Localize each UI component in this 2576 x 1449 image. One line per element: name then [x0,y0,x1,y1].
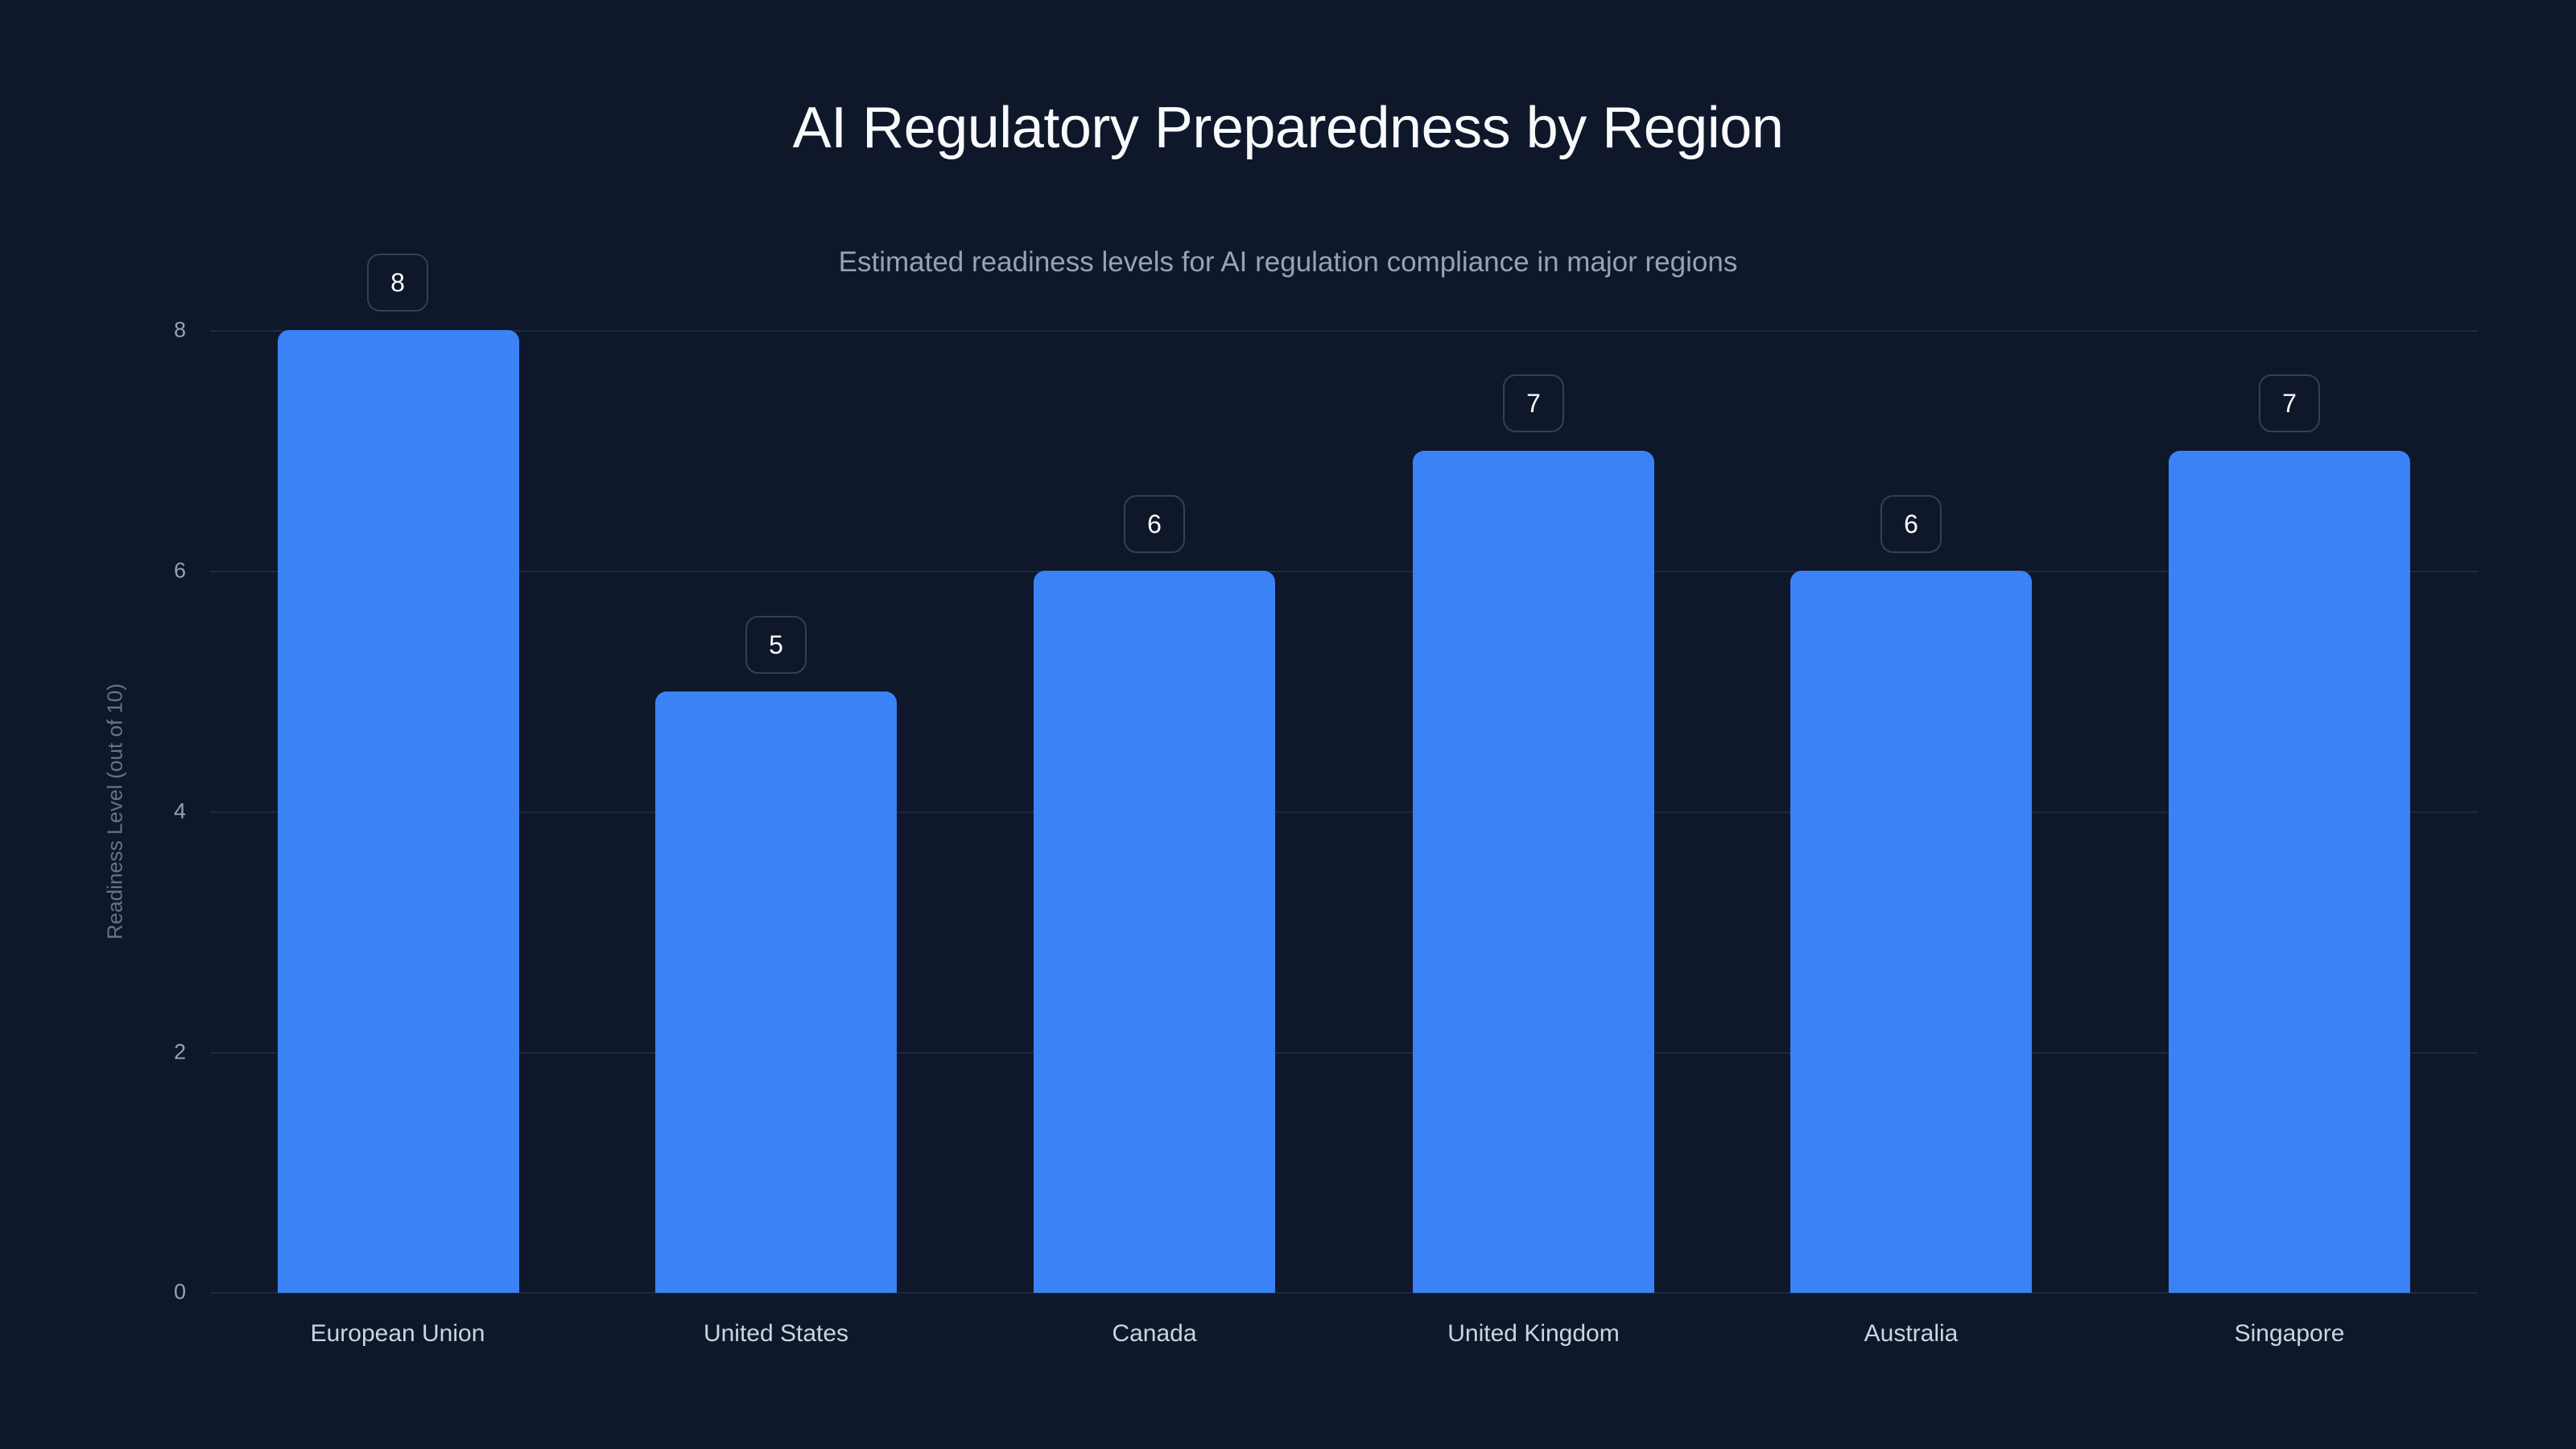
gridline-8 [210,330,2478,332]
gridline-0 [210,1292,2478,1294]
bar-united-kingdom [1413,451,1654,1293]
bar-canada [1034,571,1275,1293]
bar-australia [1790,571,2032,1293]
chart-title: AI Regulatory Preparedness by Region [792,96,1784,160]
gridline-2 [210,1052,2478,1054]
bar-united-states [655,691,897,1293]
chart-subtitle: Estimated readiness levels for AI regula… [838,246,1738,278]
y-axis-title: Readiness Level (out of 10) [102,683,127,939]
bar-singapore [2169,451,2410,1293]
value-label-canada: 6 [1124,495,1185,553]
plot-area: 8 6 4 2 0 [174,318,2478,1304]
value-label-united-kingdom: 7 [1503,374,1564,432]
y-tick-4: 4 [173,799,186,824]
x-label-united-states: United States [703,1320,849,1347]
x-label-singapore: Singapore [2234,1320,2345,1347]
gridline-4 [210,811,2478,813]
x-label-united-kingdom: United Kingdom [1447,1320,1620,1347]
value-label-european-union: 8 [367,254,428,312]
value-label-united-states: 5 [745,616,807,674]
bar-european-union [278,330,519,1293]
x-label-australia: Australia [1864,1320,1959,1347]
x-label-canada: Canada [1112,1320,1197,1347]
value-label-singapore: 7 [2259,374,2320,432]
y-tick-6: 6 [173,558,186,583]
value-label-australia: 6 [1880,495,1942,553]
x-label-european-union: European Union [310,1320,485,1347]
y-tick-8: 8 [173,317,186,342]
gridline-6 [210,571,2478,572]
y-tick-2: 2 [173,1039,186,1064]
y-tick-0: 0 [173,1279,186,1304]
